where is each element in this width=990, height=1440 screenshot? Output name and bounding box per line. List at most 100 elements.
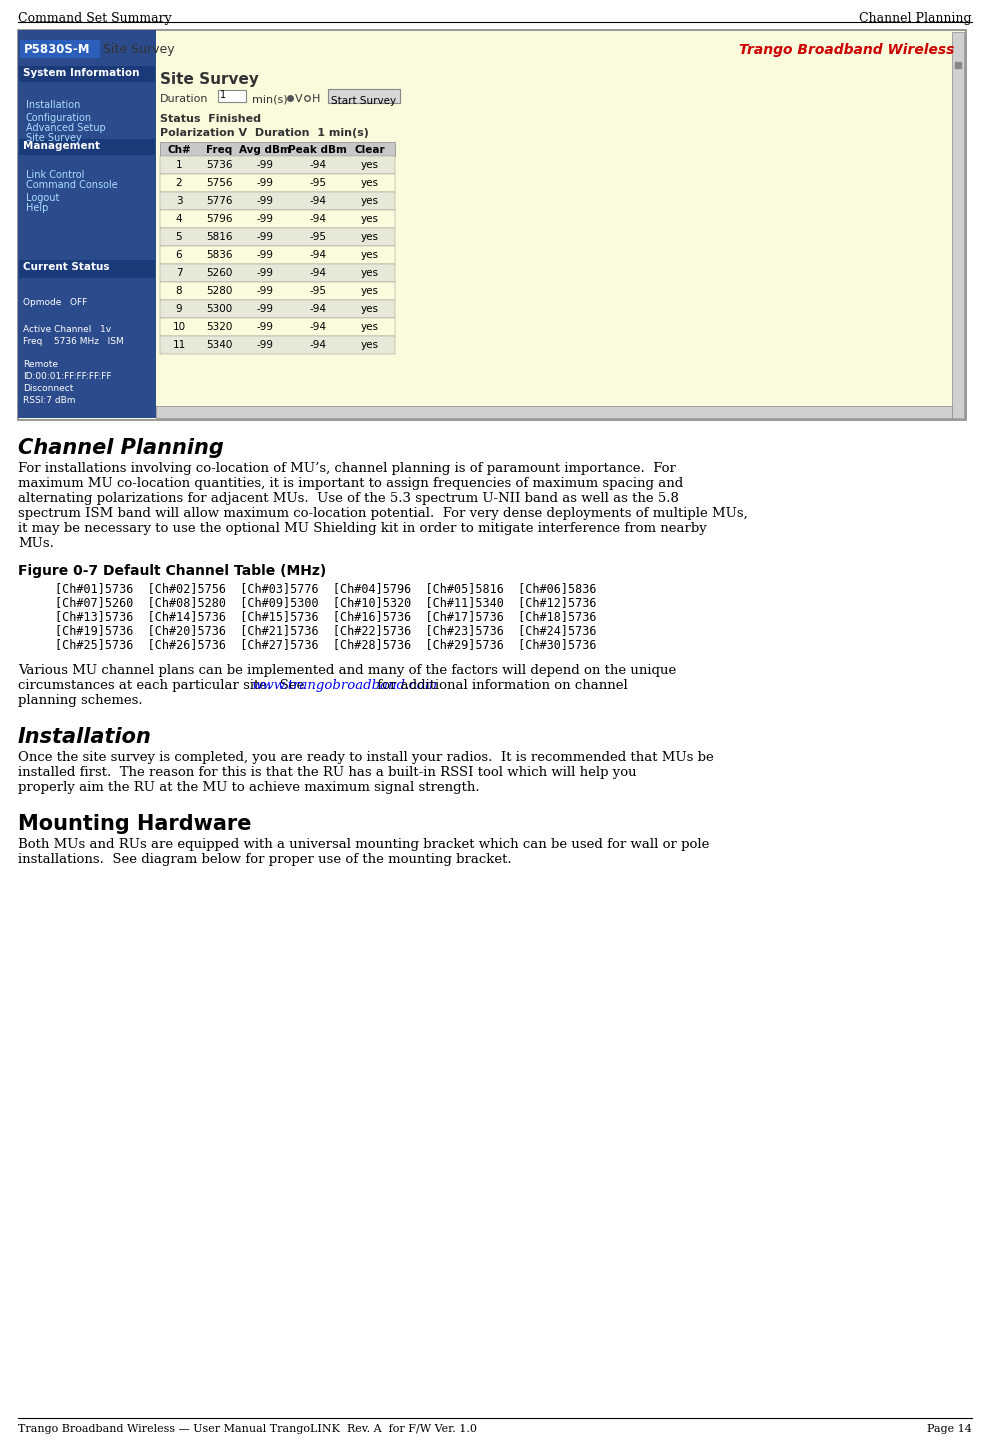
Text: 3: 3 [175, 196, 182, 206]
Text: for additional information on channel: for additional information on channel [373, 680, 628, 693]
Text: 5816: 5816 [206, 232, 233, 242]
Text: -94: -94 [309, 340, 326, 350]
Text: 4: 4 [175, 215, 182, 225]
Text: P5830S-M: P5830S-M [24, 43, 90, 56]
Bar [19, 66, 155, 82]
Bar [156, 406, 952, 418]
Text: V: V [295, 94, 303, 104]
Text: Logout: Logout [26, 193, 59, 203]
Text: -99: -99 [256, 232, 273, 242]
Bar [160, 264, 395, 282]
Text: -99: -99 [256, 287, 273, 297]
Text: yes: yes [361, 179, 379, 189]
Text: System Information: System Information [23, 68, 140, 78]
Text: Trango Broadband Wireless — User Manual TrangoLINK  Rev. A  for F/W Ver. 1.0: Trango Broadband Wireless — User Manual … [18, 1424, 477, 1434]
Text: Polarization V  Duration  1 min(s): Polarization V Duration 1 min(s) [160, 128, 369, 138]
Text: Site Survey: Site Survey [26, 132, 82, 143]
Text: yes: yes [361, 215, 379, 225]
Text: yes: yes [361, 251, 379, 261]
Text: -99: -99 [256, 251, 273, 261]
Text: Figure 0-7 Default Channel Table (MHz): Figure 0-7 Default Channel Table (MHz) [18, 564, 327, 577]
Text: Disconnect: Disconnect [23, 384, 73, 393]
Text: maximum MU co-location quantities, it is important to assign frequencies of maxi: maximum MU co-location quantities, it is… [18, 477, 683, 490]
Text: Remote: Remote [23, 360, 58, 369]
Text: Link Control: Link Control [26, 170, 84, 180]
Text: 5: 5 [175, 232, 182, 242]
Text: Mounting Hardware: Mounting Hardware [18, 814, 251, 834]
Text: 9: 9 [175, 304, 182, 314]
Text: -94: -94 [309, 304, 326, 314]
Bar [19, 261, 155, 278]
Text: -95: -95 [309, 232, 326, 242]
Text: Start Survey: Start Survey [332, 96, 397, 107]
Text: -94: -94 [309, 268, 326, 278]
Bar [160, 246, 395, 264]
Text: 5320: 5320 [206, 323, 233, 333]
Text: Clear: Clear [354, 145, 385, 156]
Text: [Ch#01]5736  [Ch#02]5756  [Ch#03]5776  [Ch#04]5796  [Ch#05]5816  [Ch#06]5836: [Ch#01]5736 [Ch#02]5756 [Ch#03]5776 [Ch#… [55, 582, 597, 595]
Text: yes: yes [361, 304, 379, 314]
Text: Duration: Duration [160, 94, 209, 104]
Text: -99: -99 [256, 179, 273, 189]
Text: 5300: 5300 [206, 304, 232, 314]
Text: Installation: Installation [18, 727, 151, 747]
Text: installations.  See diagram below for proper use of the mounting bracket.: installations. See diagram below for pro… [18, 852, 512, 865]
Text: 5836: 5836 [206, 251, 233, 261]
Text: -99: -99 [256, 160, 273, 170]
Bar [160, 210, 395, 228]
Text: Peak dBm: Peak dBm [288, 145, 346, 156]
Text: [Ch#07]5260  [Ch#08]5280  [Ch#09]5300  [Ch#10]5320  [Ch#11]5340  [Ch#12]5736: [Ch#07]5260 [Ch#08]5280 [Ch#09]5300 [Ch#… [55, 596, 597, 609]
Text: -94: -94 [309, 251, 326, 261]
Text: -94: -94 [309, 215, 326, 225]
Text: Advanced Setup: Advanced Setup [26, 122, 106, 132]
Bar [160, 192, 395, 210]
Text: Active Channel   1v: Active Channel 1v [23, 325, 111, 334]
Text: -99: -99 [256, 196, 273, 206]
Text: 1: 1 [220, 89, 226, 99]
Bar [19, 140, 155, 156]
Text: -99: -99 [256, 268, 273, 278]
FancyBboxPatch shape [328, 89, 400, 104]
Text: 8: 8 [175, 287, 182, 297]
Text: -95: -95 [309, 179, 326, 189]
Bar [20, 40, 100, 58]
Text: yes: yes [361, 268, 379, 278]
Bar [160, 174, 395, 192]
Text: Help: Help [26, 203, 49, 213]
Text: 7: 7 [175, 268, 182, 278]
Text: -99: -99 [256, 304, 273, 314]
Text: ID:00:01:FF:FF:FF:FF: ID:00:01:FF:FF:FF:FF [23, 372, 112, 382]
Text: 5756: 5756 [206, 179, 233, 189]
Text: alternating polarizations for adjacent MUs.  Use of the 5.3 spectrum U-NII band : alternating polarizations for adjacent M… [18, 492, 679, 505]
Text: yes: yes [361, 196, 379, 206]
Text: 5796: 5796 [206, 215, 233, 225]
Bar [160, 318, 395, 336]
Text: -99: -99 [256, 340, 273, 350]
Text: 5280: 5280 [206, 287, 233, 297]
Bar [160, 143, 395, 156]
Text: Various MU channel plans can be implemented and many of the factors will depend : Various MU channel plans can be implemen… [18, 664, 676, 677]
Text: 5260: 5260 [206, 268, 233, 278]
Bar [160, 300, 395, 318]
Text: Command Set Summary: Command Set Summary [18, 12, 171, 24]
Text: MUs.: MUs. [18, 537, 53, 550]
Text: For installations involving co-location of MU’s, channel planning is of paramoun: For installations involving co-location … [18, 462, 676, 475]
Text: Management: Management [23, 141, 100, 151]
Text: 1: 1 [175, 160, 182, 170]
Text: min(s): min(s) [252, 94, 288, 104]
Bar [160, 156, 395, 174]
Text: [Ch#19]5736  [Ch#20]5736  [Ch#21]5736  [Ch#22]5736  [Ch#23]5736  [Ch#24]5736: [Ch#19]5736 [Ch#20]5736 [Ch#21]5736 [Ch#… [55, 624, 597, 636]
Text: 2: 2 [175, 179, 182, 189]
Text: Trango Broadband Wireless: Trango Broadband Wireless [739, 43, 954, 58]
Text: spectrum ISM band will allow maximum co-location potential.  For very dense depl: spectrum ISM band will allow maximum co-… [18, 507, 747, 520]
Text: Ch#: Ch# [167, 145, 191, 156]
Text: 5340: 5340 [206, 340, 233, 350]
Bar [160, 336, 395, 354]
Text: yes: yes [361, 287, 379, 297]
Text: -99: -99 [256, 323, 273, 333]
Text: yes: yes [361, 323, 379, 333]
Text: RSSI:7 dBm: RSSI:7 dBm [23, 396, 75, 405]
Text: Site Survey: Site Survey [103, 43, 174, 56]
Text: 11: 11 [172, 340, 186, 350]
Text: circumstances at each particular site.  See: circumstances at each particular site. S… [18, 680, 309, 693]
